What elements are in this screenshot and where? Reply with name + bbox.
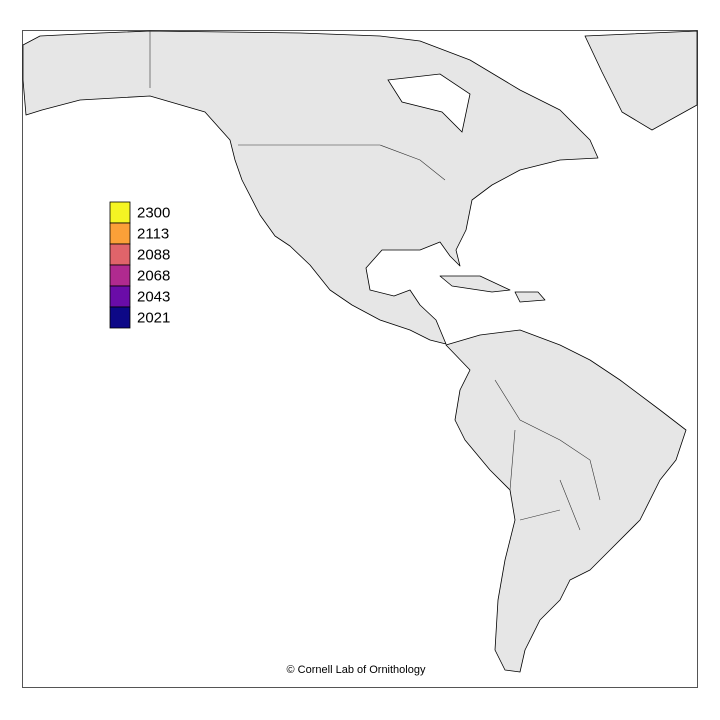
legend-swatch xyxy=(109,222,131,245)
legend-label: 2021 xyxy=(137,309,170,326)
cuba xyxy=(439,275,511,293)
legend-swatch xyxy=(109,201,131,224)
hudson-bay xyxy=(387,73,471,133)
legend-label: 2068 xyxy=(137,267,170,284)
legend-label: 2300 xyxy=(137,204,170,221)
legend-swatch xyxy=(109,306,131,329)
legend-label: 2113 xyxy=(137,225,169,242)
south-america-borders xyxy=(494,379,601,531)
legend-label: 2043 xyxy=(137,288,170,305)
legend-swatch xyxy=(109,243,131,266)
legend-swatch xyxy=(109,285,131,308)
greenland xyxy=(584,30,698,131)
south-america xyxy=(445,329,687,673)
credit: © Cornell Lab of Ornithology xyxy=(287,664,426,676)
hispaniola xyxy=(514,291,546,303)
landmasses xyxy=(22,30,698,673)
us-canada-border xyxy=(149,31,446,181)
legend-swatch xyxy=(109,264,131,287)
legend: 2300 2113 2088 2068 2043 2021 xyxy=(109,201,170,329)
legend-label: 2088 xyxy=(137,246,170,263)
